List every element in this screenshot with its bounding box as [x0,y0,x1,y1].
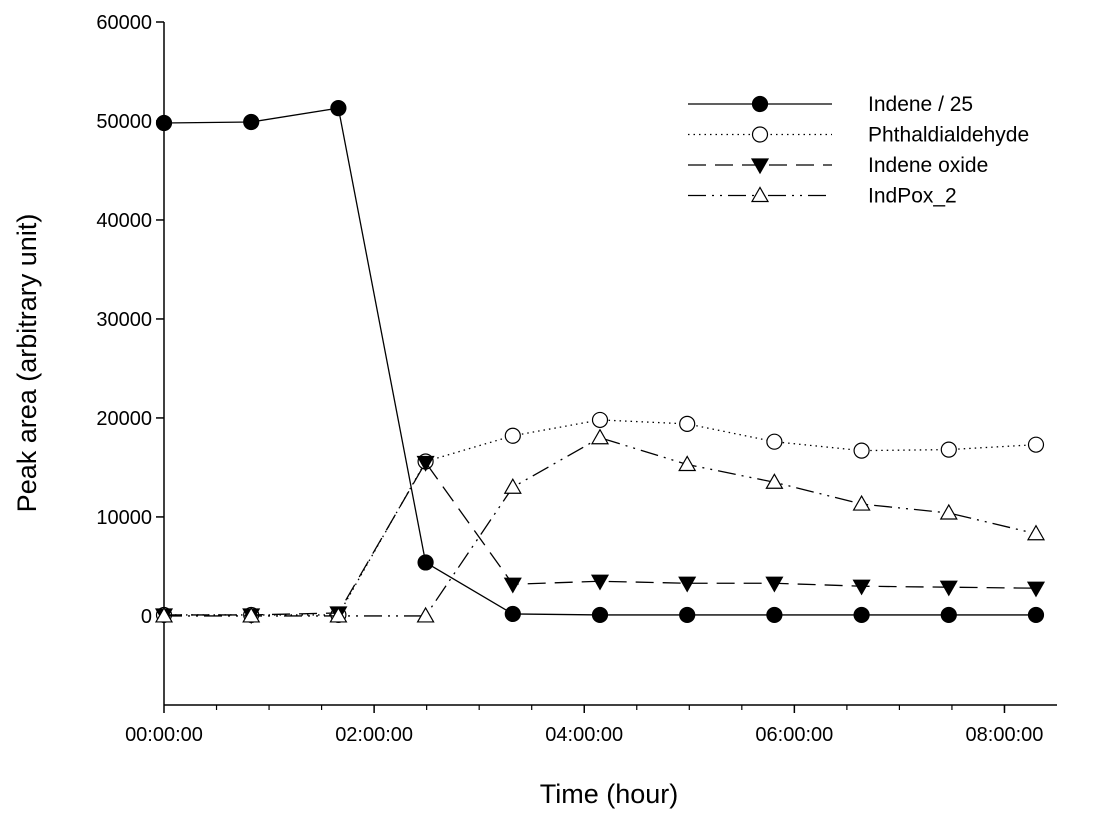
legend-entry: Indene oxide [688,154,988,177]
data-point [1027,606,1045,624]
data-point [417,554,434,571]
data-point [853,606,870,624]
legend-marker [750,158,770,175]
data-point [242,606,261,623]
x-tick-label: 08:00:00 [966,724,1044,746]
legend: Indene / 25 Phthaldialdehyde Indene oxide I… [688,93,1029,208]
legend-entry: IndPox_2 [688,185,957,208]
legend-entry: Phthaldialdehyde [688,124,1029,147]
y-axis-title: Peak area (arbitrary unit) [12,214,42,513]
data-point [765,473,784,489]
legend-entry: Indene / 25 [688,93,973,116]
data-point [766,606,783,624]
data-point [1026,581,1046,598]
y-tick-label: 60000 [96,12,152,34]
data-point [1027,436,1045,453]
series-4 [154,428,1046,623]
data-point [940,441,957,458]
data-point [243,113,260,131]
legend-label: Indene oxide [868,154,988,177]
y-tick-label: 10000 [96,507,152,529]
data-point [329,606,348,623]
data-point [591,606,609,624]
data-point [330,100,347,117]
data-point [504,605,521,623]
data-point [765,576,784,593]
legend-label: IndPox_2 [868,185,957,208]
data-point [590,428,610,445]
data-point [678,576,697,593]
x-tick-label: 02:00:00 [335,724,413,746]
data-point [155,114,173,132]
data-point [939,503,958,520]
series-3 [154,455,1046,625]
data-point [766,433,783,450]
data-point [590,574,610,591]
data-point [679,606,696,624]
plot-area [154,100,1046,625]
x-tick-label: 06:00:00 [755,724,833,746]
series-line [164,437,1037,617]
y-tick-label: 0 [141,606,152,628]
legend-marker [750,186,770,203]
data-point [679,415,696,432]
data-point [1026,524,1046,541]
data-point [852,494,871,511]
series-line [164,461,1036,616]
x-axis-title: Time (hour) [540,779,679,809]
y-tick-label: 20000 [96,408,152,430]
legend-label: Phthaldialdehyde [868,124,1029,147]
y-tick-label: 30000 [96,309,152,331]
legend-marker [751,126,769,143]
data-point [853,442,870,459]
data-point [154,606,174,623]
data-point [416,606,435,623]
data-point [678,455,697,472]
data-point [852,579,871,596]
legend-marker [751,95,769,113]
x-tick-label: 04:00:00 [545,724,623,746]
data-point [939,580,958,597]
x-tick-label: 00:00:00 [125,724,203,746]
legend-label: Indene / 25 [868,93,973,116]
data-point [503,577,522,594]
series-1 [155,100,1045,624]
data-point [416,455,435,472]
data-point [503,478,522,494]
y-tick-label: 40000 [96,210,152,232]
y-tick-label: 50000 [96,111,152,133]
axes: 0 10000 20000 30000 40000 50000 60000 00:00:00 0… [96,12,1057,746]
data-point [591,411,609,429]
data-point [940,606,957,624]
data-point [504,427,521,444]
